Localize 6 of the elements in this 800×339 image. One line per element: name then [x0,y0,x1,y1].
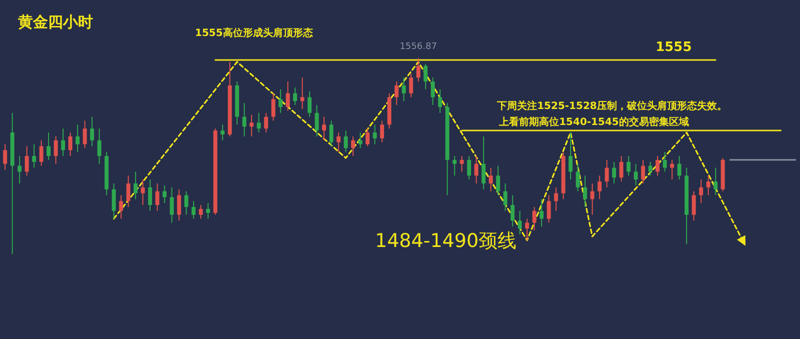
series-label: 1555 [656,40,692,55]
chart-title: 黄金四小时 [17,13,93,31]
annotation: 下周关注1525-1528压制，破位头肩顶形态失效。上看前期高位1540-1545的交易密集区域 [496,100,727,128]
annotation: 1484-1490颈线 [375,230,517,252]
text: 1555高位形成头肩顶形态 [195,27,314,39]
text: 1556.87 [400,42,437,52]
